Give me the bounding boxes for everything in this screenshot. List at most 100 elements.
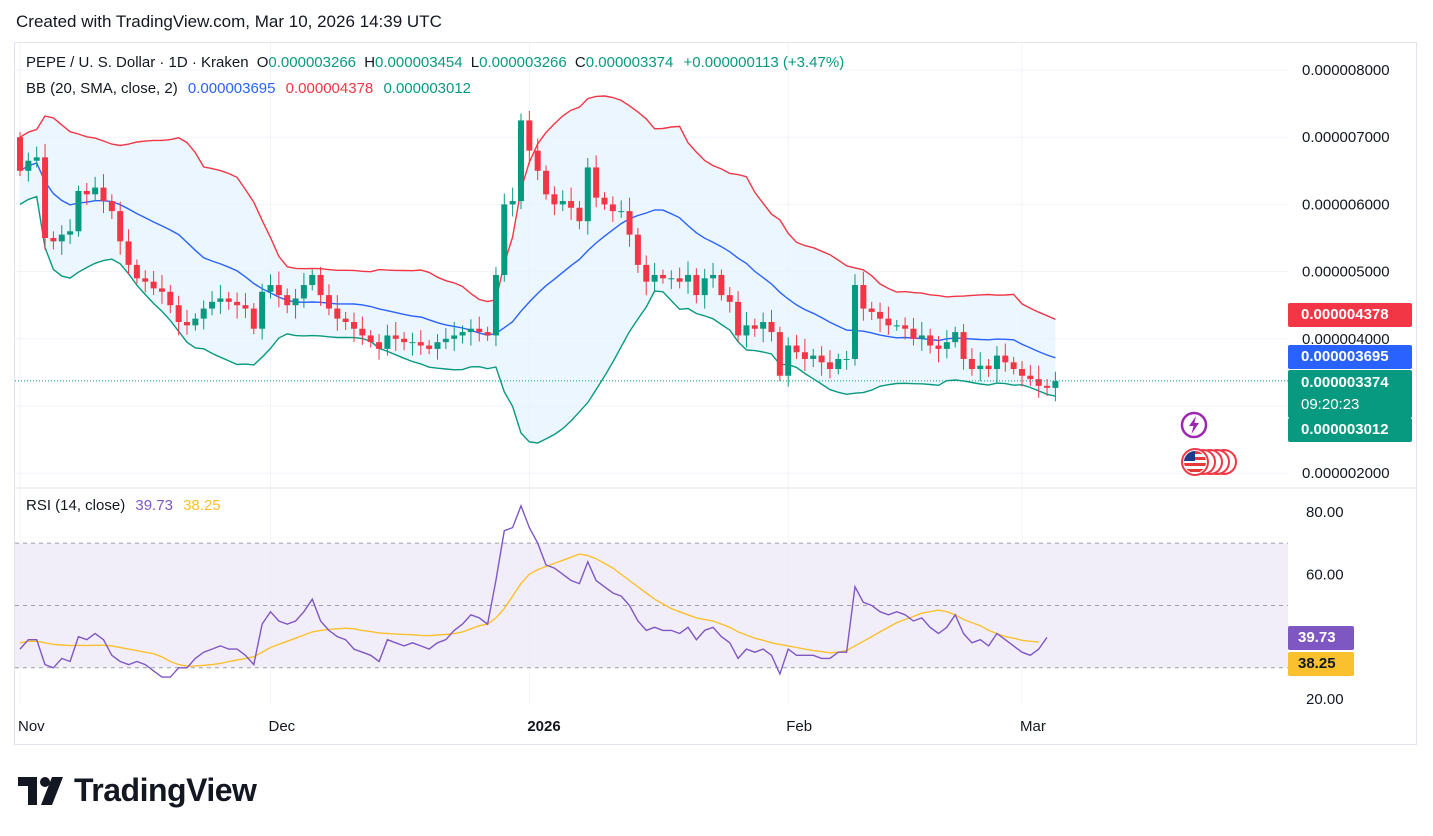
candle-body: [801, 352, 808, 359]
candle-body: [392, 335, 399, 339]
candle-body: [125, 241, 132, 265]
price-axis-label: 0.000006000: [1302, 196, 1390, 213]
candle-body: [484, 332, 491, 336]
candle-body: [793, 345, 800, 353]
tradingview-logo-text: TradingView: [74, 772, 257, 808]
rsi-ma-line: [19, 553, 1039, 667]
tradingview-logo[interactable]: TradingView: [18, 772, 257, 809]
candle-body: [601, 197, 608, 205]
candle-body: [818, 355, 825, 363]
candle-body: [968, 358, 975, 370]
lightning-icon[interactable]: [1180, 411, 1208, 439]
chart-credit: Created with TradingView.com, Mar 10, 20…: [16, 12, 442, 31]
candle-body: [668, 278, 675, 280]
time-axis-label: 2026: [527, 718, 560, 735]
candle-body: [67, 231, 74, 235]
candle-body: [25, 160, 32, 171]
candle-body: [927, 335, 934, 346]
candle-body: [534, 150, 541, 171]
candle-body: [501, 204, 508, 275]
candle-body: [50, 238, 57, 242]
time-axis-label: Dec: [269, 718, 296, 735]
us-flag-icon[interactable]: [1177, 447, 1241, 477]
candle-body: [259, 291, 266, 329]
candle-body: [1019, 369, 1025, 376]
candle-body: [117, 211, 124, 242]
candle-body: [609, 204, 616, 212]
candle-body: [935, 345, 942, 349]
candle-body: [584, 167, 591, 222]
candle-body: [175, 305, 182, 322]
candle-body: [1035, 379, 1042, 386]
candle-body: [275, 285, 282, 296]
candle-body: [835, 358, 842, 370]
candle-body: [760, 322, 767, 329]
close-value: 0.000003374: [585, 54, 674, 71]
bb-upper-tag: 0.000004378: [1288, 303, 1412, 327]
candle-body: [75, 190, 82, 232]
candle-body: [685, 274, 691, 282]
rsi-band-fill: [15, 543, 1288, 668]
candle-body: [751, 325, 758, 329]
bb-basis-line: [19, 162, 1056, 359]
rsi-legend: RSI (14, close) 39.73 38.25: [26, 497, 221, 514]
bb-upper-value: 0.000004378: [285, 80, 374, 97]
chart-frame: [14, 42, 1417, 745]
candle-body: [826, 362, 833, 370]
rsi-line: [19, 503, 1048, 678]
candle-body: [693, 274, 700, 296]
rsi-axis-label: 60.00: [1306, 566, 1344, 583]
candle-body: [568, 201, 575, 208]
candle-body: [317, 274, 324, 296]
candle-body: [384, 335, 391, 349]
candle-body: [1044, 385, 1051, 388]
candle-body: [58, 234, 65, 242]
candle-body: [359, 328, 366, 336]
candle-body: [476, 328, 483, 333]
candle-body: [409, 342, 416, 344]
candle-body: [167, 291, 174, 306]
candle-body: [1027, 375, 1034, 380]
candle-body: [576, 207, 583, 222]
candle-body: [250, 308, 257, 329]
candle-body: [92, 187, 99, 195]
candle-body: [743, 325, 750, 336]
symbol-name[interactable]: PEPE / U. S. Dollar · 1D · Kraken: [26, 54, 249, 71]
candle-body: [810, 355, 817, 359]
rsi-label[interactable]: RSI (14, close): [26, 497, 126, 514]
candle-body: [543, 170, 550, 195]
tradingview-logo-icon: [18, 776, 63, 805]
candle-body: [184, 322, 190, 326]
bb-label[interactable]: BB (20, SMA, close, 2): [26, 80, 178, 97]
high-label: H: [364, 54, 376, 71]
candle-body: [442, 338, 449, 343]
candle-body: [910, 328, 917, 339]
candle-body: [342, 318, 349, 322]
candle-body: [100, 187, 107, 202]
price-axis-label: 0.000004000: [1302, 331, 1390, 348]
rsi-ma-value: 38.25: [183, 497, 221, 514]
low-value: 0.000003266: [479, 54, 567, 71]
candle-body: [559, 201, 566, 205]
candle-body: [426, 345, 433, 349]
last-price-value: 0.000003374: [1301, 374, 1389, 391]
bb-basis-tag: 0.000003695: [1288, 345, 1412, 369]
candle-body: [192, 318, 199, 326]
candle-body: [292, 298, 299, 306]
candle-body: [234, 301, 241, 306]
change-value: +0.000000113 (+3.47%): [683, 54, 845, 71]
candle-body: [492, 274, 499, 336]
rsi-axis-label: 20.00: [1306, 691, 1344, 708]
candle-body: [860, 285, 867, 309]
rsi-ma-tag: 38.25: [1288, 652, 1354, 676]
candle-body: [267, 285, 274, 292]
candle-body: [551, 194, 558, 205]
candle-body: [209, 301, 216, 309]
candle-body: [526, 120, 533, 151]
bar-countdown: 09:20:23: [1301, 396, 1360, 413]
candle-body: [334, 308, 341, 319]
candle-body: [142, 278, 149, 282]
candle-body: [401, 338, 408, 343]
last-price-tag: 0.000003374 09:20:23: [1288, 370, 1412, 418]
